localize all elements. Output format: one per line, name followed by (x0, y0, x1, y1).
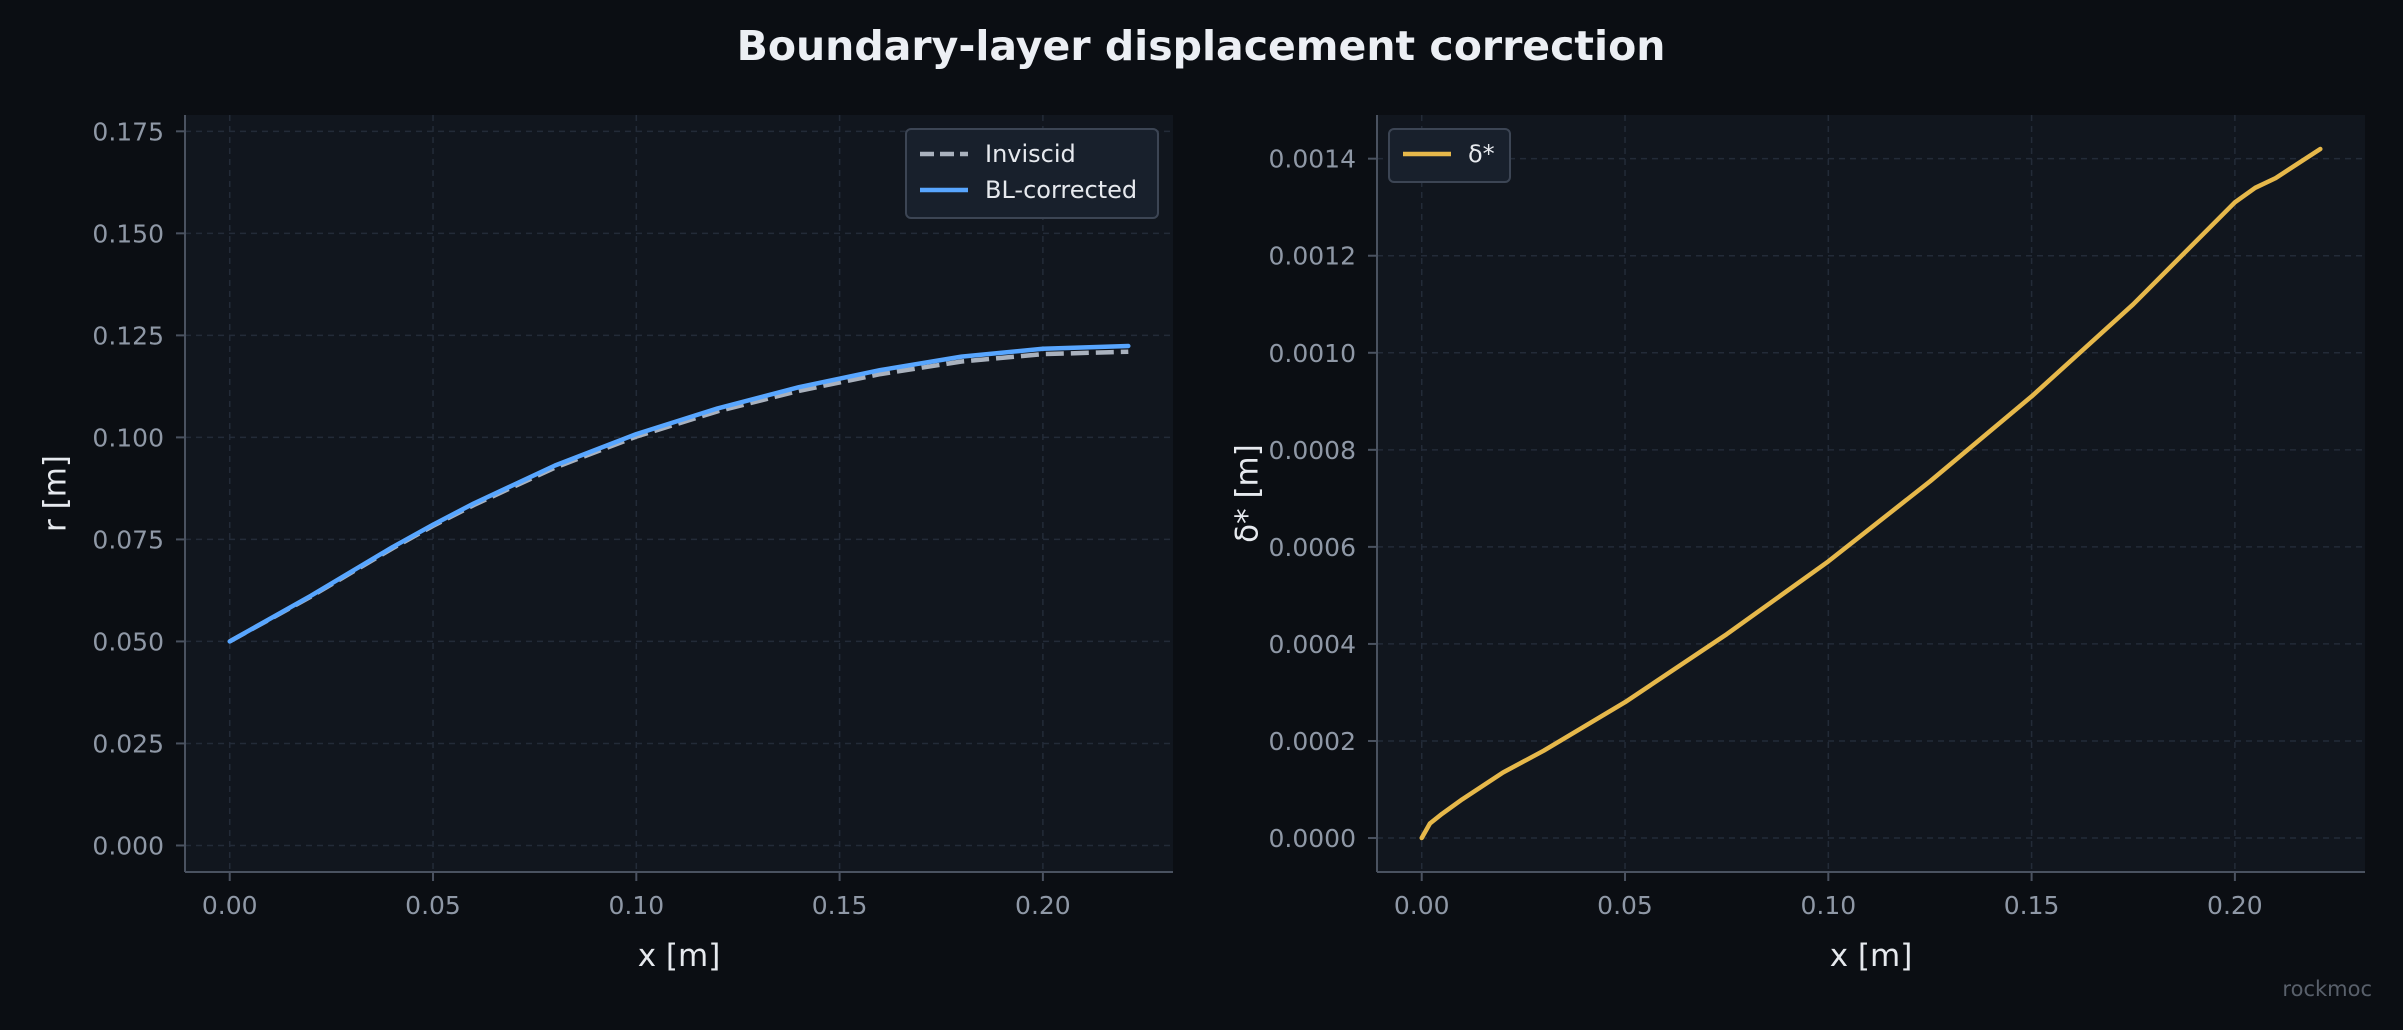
chart-1-x-axis-label: x [m] (1830, 938, 1913, 974)
chart-1-x-tick-label-2: 0.10 (1800, 891, 1856, 920)
chart-0-x-tick-label-4: 0.20 (1015, 891, 1071, 920)
chart-0-x-tick-label-3: 0.15 (812, 891, 868, 920)
left-panel-radius-chart: 0.00 0.05 0.10 0.15 0.20 0.000 0.025 0.050 0.075… (38, 115, 1173, 974)
figure-title: Boundary-layer displacement correction (737, 22, 1666, 70)
chart-0-y-tick-label-6: 0.150 (92, 219, 164, 248)
chart-1-legend-label-0: δ* (1468, 140, 1495, 168)
chart-1-plot-area (1377, 115, 2365, 872)
chart-0-series-1-line (227, 343, 1131, 644)
chart-1-x-tick-label-1: 0.05 (1597, 891, 1653, 920)
chart-0-legend-box (905, 128, 1159, 219)
chart-1-legend: δ* (1388, 128, 1511, 183)
chart-0-legend-label-1: BL-corrected (985, 176, 1137, 204)
chart-1-y-axis-label: δ* [m] (1230, 444, 1266, 543)
chart-0-y-tick-label-1: 0.025 (92, 729, 164, 758)
chart-1-y-tick-label-2: 0.0004 (1269, 630, 1356, 659)
chart-1-x-tick-label-4: 0.20 (2207, 891, 2263, 920)
chart-0-x-tick-label-1: 0.05 (405, 891, 461, 920)
chart-0-y-tick-label-2: 0.050 (92, 627, 164, 656)
chart-1-y-tick-label-0: 0.0000 (1269, 824, 1356, 853)
chart-0-y-tick-label-0: 0.000 (92, 831, 164, 860)
right-panel-displacement-thickness-chart: 0.00 0.05 0.10 0.15 0.20 0.0000 0.0002 0.0004 0.… (1230, 115, 2365, 974)
chart-0-y-tick-label-3: 0.075 (92, 525, 164, 554)
chart-0-y-tick-label-5: 0.125 (92, 321, 164, 350)
chart-0-y-tick-label-4: 0.100 (92, 423, 164, 452)
chart-0-x-axis-label: x [m] (638, 938, 721, 974)
chart-1-y-tick-label-1: 0.0002 (1269, 727, 1356, 756)
chart-1-y-tick-label-7: 0.0014 (1269, 145, 1356, 174)
chart-0-plot-area (185, 115, 1173, 872)
chart-1-y-tick-label-6: 0.0012 (1269, 242, 1356, 271)
chart-1-y-tick-label-4: 0.0008 (1269, 436, 1356, 465)
chart-0-y-tick-label-7: 0.175 (92, 117, 164, 146)
chart-0-x-tick-label-0: 0.00 (202, 891, 258, 920)
chart-0-legend: Inviscid BL-corrected (905, 128, 1159, 219)
chart-1-y-tick-label-3: 0.0006 (1269, 533, 1356, 562)
chart-1-y-tick-label-5: 0.0010 (1269, 339, 1356, 368)
chart-0-y-axis-label: r [m] (38, 455, 74, 532)
chart-0-x-tick-label-2: 0.10 (608, 891, 664, 920)
chart-1-x-tick-label-0: 0.00 (1394, 891, 1450, 920)
chart-1-series-0-line (1419, 146, 2323, 841)
watermark: rockmoc (2282, 977, 2372, 1001)
chart-0-legend-label-0: Inviscid (985, 140, 1076, 168)
chart-1-x-tick-label-3: 0.15 (2004, 891, 2060, 920)
